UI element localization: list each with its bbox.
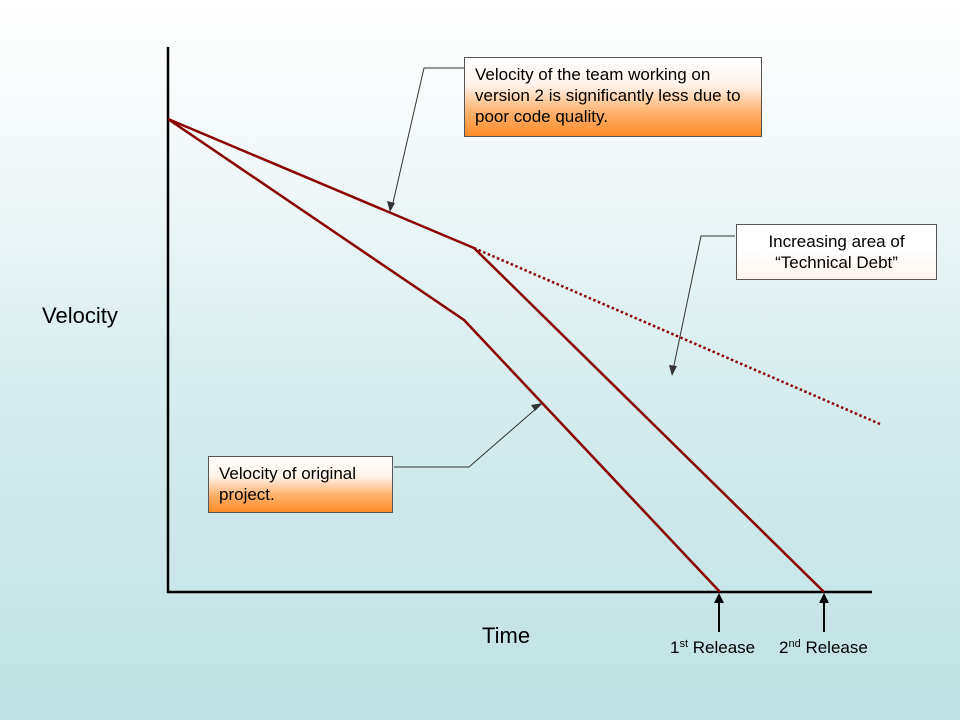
release-2-number: 2 (779, 638, 789, 657)
projected-velocity-line (473, 246, 881, 426)
original-velocity-line (167, 117, 721, 593)
callout-orig-leader (394, 403, 543, 468)
release-1-label: 1st Release (670, 638, 755, 658)
release-2-arrow (819, 593, 829, 632)
release-1-text: Release (692, 638, 756, 657)
release-2-text: Release (805, 638, 868, 657)
x-axis-label: Time (482, 623, 531, 648)
technical-debt-callout: Increasing area of “Technical Debt” (736, 224, 937, 280)
original-velocity-callout: Velocity of original project. (208, 456, 393, 513)
callout-v2-leader (387, 67, 464, 212)
release-2-suffix: nd (788, 638, 801, 650)
release-1-number: 1 (670, 638, 680, 657)
release-2-label: 2nd Release (779, 638, 868, 658)
release-1-suffix: st (679, 638, 689, 650)
release-1-arrow (714, 593, 724, 632)
callout-debt-leader (669, 235, 735, 376)
y-axis-label: Velocity (42, 303, 118, 328)
version2-velocity-callout: Velocity of the team working on version … (464, 57, 762, 137)
